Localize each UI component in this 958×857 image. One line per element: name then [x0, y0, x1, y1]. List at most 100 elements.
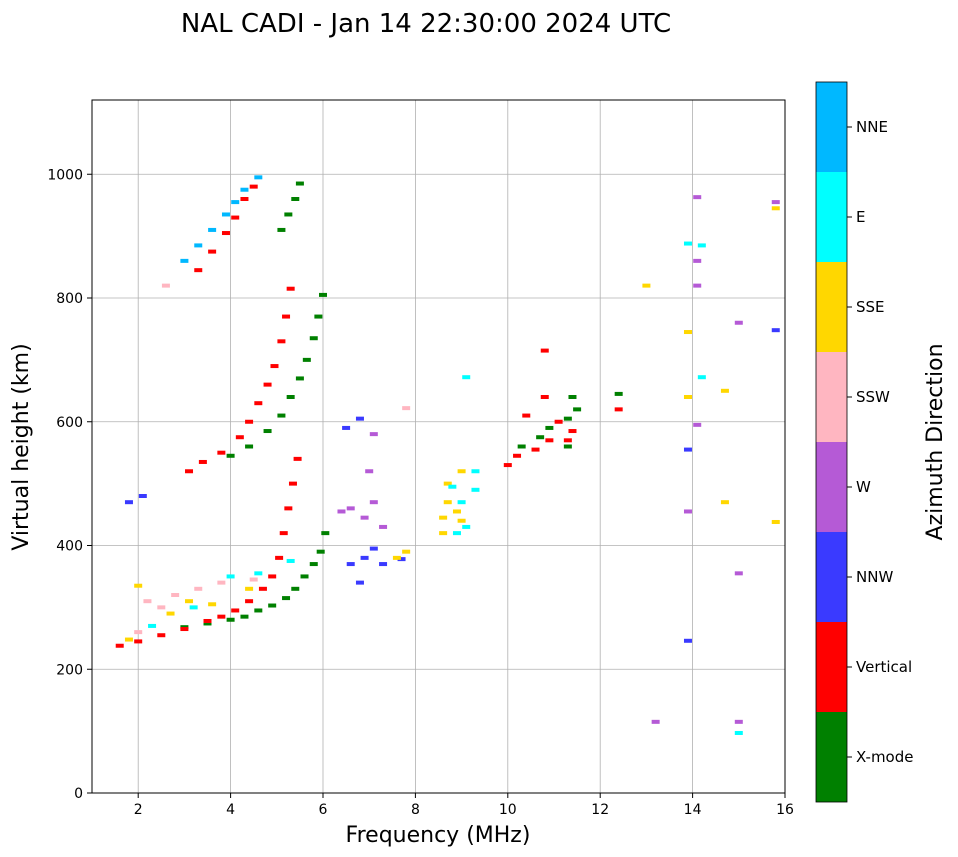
- echo-point: [346, 506, 355, 511]
- echo-point: [185, 599, 194, 604]
- echo-point: [245, 444, 254, 449]
- echo-point: [217, 450, 226, 455]
- echo-point: [245, 419, 254, 424]
- echo-point: [217, 580, 226, 585]
- trace-spread-f-x-mode: [517, 391, 623, 449]
- x-tick-label: 8: [411, 802, 420, 818]
- echo-point: [513, 453, 522, 458]
- echo-point: [231, 215, 240, 220]
- echo-point: [443, 481, 452, 486]
- y-tick-label: 200: [56, 662, 83, 678]
- trace-scattered-w: [651, 195, 780, 724]
- echo-point: [124, 500, 133, 505]
- echo-point: [379, 524, 388, 529]
- echo-point: [134, 583, 143, 588]
- trace-f-layer-o-mode: [115, 456, 302, 648]
- trace-w-echoes: [337, 432, 388, 529]
- echo-point: [452, 509, 461, 514]
- echo-point: [245, 586, 254, 591]
- echo-point: [295, 376, 304, 381]
- echo-point: [355, 416, 364, 421]
- echo-point: [697, 375, 706, 380]
- echo-point: [235, 435, 244, 440]
- echo-point: [245, 599, 254, 604]
- colorbar-label: Azimuth Direction: [923, 343, 948, 540]
- y-tick-label: 1000: [47, 167, 83, 183]
- echo-point: [157, 605, 166, 610]
- echo-point: [268, 603, 277, 608]
- trace-scattered-nnw: [124, 328, 780, 643]
- colorbar-label-ssw: SSW: [856, 388, 890, 406]
- echo-point: [443, 500, 452, 505]
- echo-point: [540, 348, 549, 353]
- echo-point: [360, 515, 369, 520]
- echo-point: [282, 596, 291, 601]
- echo-point: [134, 639, 143, 644]
- echo-point: [319, 292, 327, 297]
- echo-point: [734, 730, 743, 735]
- echo-point: [365, 469, 374, 474]
- x-axis-ticks: 2 4 6 8 10 12 14 16: [134, 793, 794, 818]
- y-axis-label: Virtual height (km): [9, 343, 34, 550]
- x-tick-label: 6: [319, 802, 328, 818]
- echo-point: [392, 555, 401, 560]
- y-tick-label: 400: [56, 539, 83, 555]
- trace-f-layer-x-mode: [180, 531, 330, 630]
- echo-points: [115, 175, 780, 735]
- echo-point: [270, 364, 279, 369]
- echo-point: [563, 438, 572, 443]
- echo-point: [693, 283, 702, 288]
- echo-point: [288, 481, 297, 486]
- echo-point: [284, 212, 293, 217]
- echo-point: [189, 605, 198, 610]
- trace-third-hop-o-mode: [194, 184, 258, 273]
- echo-point: [568, 395, 577, 399]
- echo-point: [360, 555, 369, 560]
- colorbar-swatch: [816, 352, 847, 442]
- echo-point: [397, 557, 406, 562]
- echo-point: [171, 593, 180, 597]
- echo-point: [771, 328, 780, 333]
- echo-point: [337, 509, 346, 514]
- echo-point: [148, 623, 157, 628]
- x-tick-label: 10: [499, 802, 517, 818]
- echo-point: [614, 391, 623, 396]
- echo-point: [531, 447, 540, 452]
- echo-point: [258, 586, 267, 591]
- x-tick-label: 16: [776, 802, 794, 818]
- echo-point: [309, 336, 318, 341]
- echo-point: [683, 638, 692, 643]
- echo-point: [342, 425, 351, 430]
- colorbar-swatch: [816, 712, 847, 802]
- echo-point: [286, 395, 295, 399]
- colorbar-label-e: E: [856, 208, 865, 226]
- echo-point: [231, 200, 240, 205]
- echo-point: [573, 407, 582, 412]
- echo-point: [683, 447, 692, 452]
- echo-point: [254, 401, 263, 406]
- echo-point: [180, 627, 189, 632]
- echo-point: [471, 487, 480, 492]
- echo-point: [300, 574, 309, 579]
- trace-sse-echoes: [392, 469, 466, 560]
- echo-point: [522, 413, 531, 418]
- echo-point: [402, 549, 411, 554]
- colorbar-label-nnw: NNW: [856, 568, 893, 586]
- echo-point: [166, 611, 175, 616]
- echo-point: [263, 382, 272, 387]
- echo-point: [249, 184, 258, 189]
- echo-point: [194, 268, 203, 273]
- echo-point: [268, 574, 277, 579]
- echo-point: [693, 195, 702, 200]
- echo-point: [291, 586, 300, 591]
- colorbar-label-vertical: Vertical: [856, 658, 912, 676]
- trace-scattered-sse: [124, 206, 780, 642]
- echo-point: [545, 438, 554, 443]
- echo-point: [302, 357, 311, 362]
- colorbar-swatch: [816, 172, 847, 262]
- echo-point: [771, 519, 780, 524]
- trace-second-hop-o-mode: [185, 286, 295, 474]
- echo-point: [517, 444, 526, 449]
- echo-point: [355, 580, 364, 585]
- echo-point: [194, 586, 203, 591]
